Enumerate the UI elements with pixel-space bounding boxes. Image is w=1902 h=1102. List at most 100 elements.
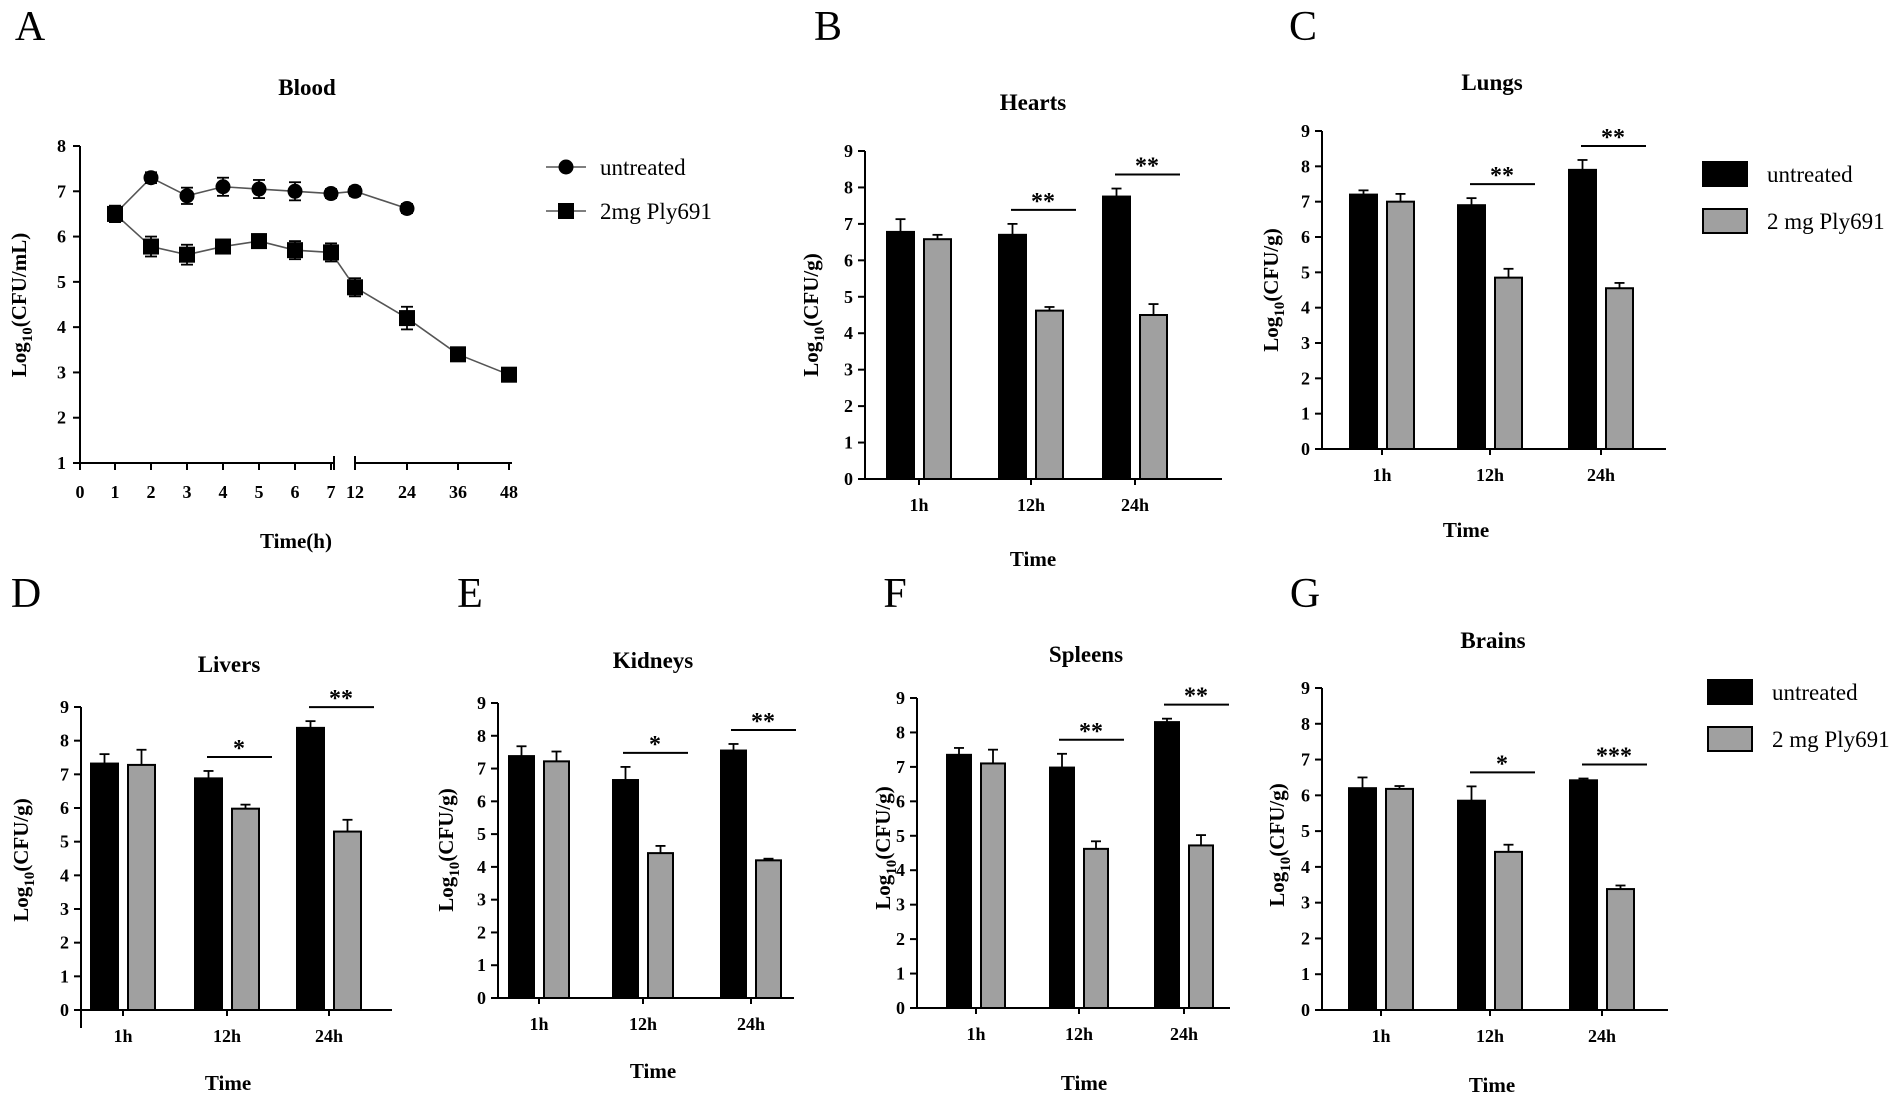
bar-treated: [1494, 276, 1523, 450]
y-axis-label: Log10(CFU/g): [1259, 228, 1288, 352]
bar-untreated: [1457, 204, 1486, 450]
y-tick-label: 5: [1301, 262, 1310, 282]
panel-letter-c: C: [1289, 4, 1317, 50]
y-tick-label: 0: [477, 988, 486, 1008]
significance-marker: **: [1490, 163, 1514, 189]
x-axis-label: Time(h): [260, 529, 332, 553]
x-axis-label: Time: [1469, 1073, 1515, 1097]
legend-label-treated: 2 mg Ply691: [1767, 209, 1885, 234]
chart-title: Livers: [198, 652, 261, 677]
y-tick-label: 3: [477, 890, 486, 910]
legend-top: untreated 2 mg Ply691: [1702, 161, 1885, 234]
chart-title: Blood: [278, 75, 336, 100]
bar-treated: [1606, 888, 1635, 1011]
x-tick-label: 24h: [1588, 1026, 1616, 1046]
panel-letter-d: D: [11, 571, 41, 617]
x-tick-label: 24h: [1121, 495, 1149, 515]
y-tick-label: 5: [477, 824, 486, 844]
bar-untreated: [720, 749, 747, 999]
x-tick-label: 48: [500, 482, 518, 502]
y-label-unit: (CFU/g): [871, 786, 895, 859]
y-label-subscript: 10: [20, 327, 36, 342]
y-tick-label: 7: [1301, 750, 1310, 770]
bar-treated: [127, 763, 156, 1012]
significance-marker: **: [329, 686, 353, 712]
x-tick-label: 24h: [1587, 465, 1615, 485]
y-label-unit: (CFU/g): [799, 253, 823, 326]
significance-marker: **: [1031, 189, 1055, 215]
y-tick-label: 6: [60, 798, 69, 818]
x-tick-label: 5: [255, 482, 264, 502]
legend-label-untreated: untreated: [1772, 680, 1858, 705]
bar-treated: [543, 760, 570, 999]
y-tick-label: 8: [60, 731, 69, 751]
significance-marker: **: [751, 709, 775, 735]
y-label-log: Log: [1259, 316, 1283, 352]
x-tick-label: 0: [76, 482, 85, 502]
legend-swatch-treated: [1702, 208, 1748, 234]
chart-title: Spleens: [1049, 642, 1123, 667]
x-tick-label: 36: [449, 482, 467, 502]
y-tick-label: 2: [57, 408, 66, 428]
y-tick-label: 9: [896, 688, 905, 708]
x-tick-label: 12h: [1476, 465, 1504, 485]
y-tick-label: 6: [896, 791, 905, 811]
y-tick-label: 8: [844, 177, 853, 197]
significance-marker: **: [1184, 684, 1208, 710]
y-tick-label: 5: [57, 272, 66, 292]
chart-title: Kidneys: [613, 648, 694, 673]
data-point-treated: [347, 279, 363, 296]
panel-letter-g: G: [1290, 571, 1320, 617]
legend-label-treated: 2mg Ply691: [600, 199, 712, 224]
y-tick-label: 1: [477, 955, 486, 975]
y-tick-label: 2: [1301, 928, 1310, 948]
bar-treated: [1494, 850, 1523, 1012]
x-tick-label: 12h: [1065, 1024, 1093, 1044]
y-tick-label: 6: [1301, 227, 1310, 247]
y-tick-label: 6: [477, 791, 486, 811]
significance-marker: *: [649, 732, 661, 758]
x-tick-label: 7: [327, 482, 336, 502]
x-axis-label: Time: [205, 1071, 251, 1095]
y-tick-label: 4: [1301, 298, 1310, 318]
panel-g-brains: G Brains 0 1 2 3 4 5 6 7 8 9 1h 12h * 24h *** Time Log10(C…: [1265, 571, 1668, 1097]
x-tick-label: 1h: [1372, 465, 1391, 485]
y-tick-label: 0: [1301, 1000, 1310, 1020]
y-tick-label: 3: [60, 899, 69, 919]
panel-letter-b: B: [814, 4, 842, 50]
y-axis-label: Log10(CFU/mL): [7, 233, 36, 378]
y-tick-label: 1: [844, 433, 853, 453]
significance-marker: *: [233, 736, 245, 762]
x-tick-label: 12h: [1017, 495, 1045, 515]
data-point-untreated: [179, 188, 195, 204]
y-tick-label: 4: [60, 865, 69, 885]
data-point-treated: [107, 205, 123, 222]
bar-treated: [1605, 287, 1634, 450]
x-tick-label: 12h: [629, 1014, 657, 1034]
y-tick-label: 7: [1301, 192, 1310, 212]
y-tick-label: 2: [60, 933, 69, 953]
data-point-treated: [143, 238, 159, 255]
y-label-unit: (CFU/g): [434, 788, 458, 861]
legend-label-untreated: untreated: [1767, 162, 1853, 187]
legend-label-untreated: untreated: [600, 155, 686, 180]
x-axis-label: Time: [1061, 1071, 1107, 1095]
x-tick-label: 24h: [1170, 1024, 1198, 1044]
y-label-unit: (CFU/g): [9, 798, 33, 871]
x-axis-label: Time: [1443, 518, 1489, 542]
bar-untreated: [1569, 779, 1598, 1011]
bar-untreated: [946, 753, 972, 1009]
bar-treated: [923, 238, 952, 480]
data-point-untreated: [347, 183, 363, 199]
y-tick-label: 5: [896, 826, 905, 846]
y-label-subscript: 10: [884, 860, 900, 875]
y-tick-label: 3: [1301, 333, 1310, 353]
y-tick-label: 0: [1301, 439, 1310, 459]
y-axis-label: Log10(CFU/g): [434, 788, 463, 912]
y-tick-label: 7: [477, 759, 486, 779]
y-axis-label: Log10(CFU/g): [9, 798, 38, 922]
x-tick-label: 12h: [213, 1026, 241, 1046]
y-tick-label: 8: [1301, 156, 1310, 176]
